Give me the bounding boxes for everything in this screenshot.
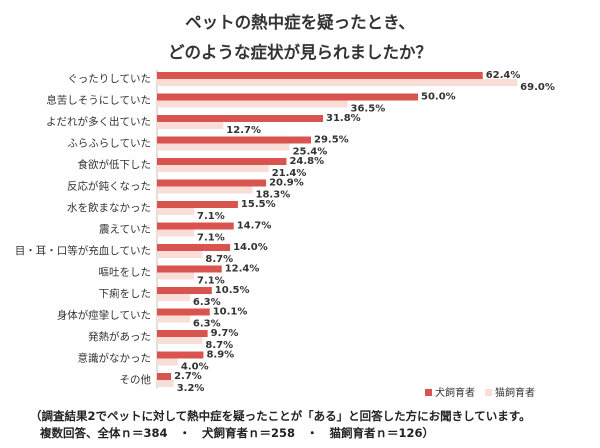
dog-bar — [157, 244, 231, 251]
dog-value-label: 15.5% — [241, 199, 276, 210]
cat-value-label: 7.1% — [197, 233, 225, 244]
category-label: 震えていた — [99, 224, 151, 236]
cat-value-label: 12.7% — [226, 125, 261, 136]
category-label: ふらふらしていた — [67, 138, 151, 150]
dog-bar — [157, 330, 208, 337]
dog-bar — [157, 373, 172, 380]
cat-value-label: 4.0% — [181, 362, 209, 373]
dog-value-label: 14.0% — [233, 242, 268, 253]
cat-bar — [157, 315, 190, 323]
chart-title-line-2: どのような症状が見られましたか？ — [168, 43, 432, 62]
cat-bar — [157, 122, 224, 129]
dog-value-label: 62.4% — [486, 70, 521, 81]
category-label: 発熱があった — [88, 330, 151, 343]
category-label: 身体が痙攣していた — [57, 309, 151, 322]
cat-value-label: 21.4% — [272, 168, 307, 179]
cat-bar — [157, 358, 178, 366]
cat-value-label: 6.3% — [193, 297, 221, 308]
cat-bar — [157, 186, 253, 194]
dog-value-label: 12.4% — [225, 264, 260, 275]
legend-dog-swatch — [425, 389, 432, 396]
category-label: 嘔吐をした — [99, 267, 152, 279]
cat-value-label: 6.3% — [193, 319, 221, 330]
dog-bar — [157, 287, 212, 294]
cat-value-label: 69.0% — [520, 82, 555, 93]
cat-bar — [157, 294, 190, 301]
category-label: よだれが多く出ていた — [46, 115, 151, 128]
dog-bar — [157, 222, 234, 230]
dog-bar — [157, 72, 483, 79]
footnote-line-1: （調査結果2でペットに対して熱中症を疑ったことが「ある」と回答した方にお聞きして… — [30, 409, 531, 423]
cat-bar — [157, 100, 348, 108]
dog-bar — [157, 179, 267, 187]
cat-value-label: 36.5% — [351, 104, 386, 115]
cat-value-label: 8.7% — [205, 254, 233, 265]
legend-dog-label: 犬飼育者 — [435, 386, 475, 399]
cat-bar — [157, 380, 174, 387]
dog-bar — [157, 115, 323, 122]
category-label: 水を飲まなかった — [67, 201, 151, 214]
dog-bar — [157, 351, 204, 359]
dog-bar — [157, 158, 287, 165]
cat-value-label: 3.2% — [177, 383, 205, 394]
cat-bar — [157, 229, 195, 237]
chart-title-line-1: ペットの熱中症を疑ったとき、 — [185, 13, 415, 32]
dog-bar — [157, 265, 222, 273]
footnote: （調査結果2でペットに対して熱中症を疑ったことが「ある」と回答した方にお聞きして… — [30, 408, 531, 442]
cat-value-label: 8.7% — [205, 340, 233, 351]
cat-bar — [157, 165, 269, 172]
dog-bar — [157, 93, 418, 101]
cat-value-label: 7.1% — [197, 211, 225, 222]
category-label: その他 — [120, 373, 152, 386]
dog-value-label: 29.5% — [314, 135, 349, 146]
cat-value-label: 18.3% — [256, 190, 291, 201]
category-label: 下痢をした — [99, 287, 152, 300]
cat-bar — [157, 143, 290, 151]
dog-value-label: 14.7% — [237, 221, 272, 232]
dog-value-label: 9.7% — [211, 328, 239, 339]
cat-bar — [157, 208, 195, 215]
cat-value-label: 7.1% — [197, 276, 225, 287]
category-label: ぐったりしていた — [67, 73, 151, 85]
dog-value-label: 2.7% — [174, 371, 202, 382]
category-label: 意識がなかった — [78, 352, 152, 365]
cat-bar — [157, 79, 518, 86]
category-label: 反応が鈍くなった — [67, 180, 151, 193]
dog-bar — [157, 308, 210, 316]
dog-value-label: 50.0% — [421, 92, 456, 103]
dog-value-label: 10.1% — [213, 307, 248, 318]
dog-bar — [157, 201, 238, 208]
legend-cat-swatch — [485, 389, 492, 396]
cat-bar — [157, 272, 195, 280]
dog-value-label: 10.5% — [215, 285, 250, 296]
cat-bar — [157, 337, 203, 344]
dog-value-label: 20.9% — [269, 178, 304, 189]
cat-bar — [157, 251, 203, 258]
chart-title: ペットの熱中症を疑ったとき、 どのような症状が見られましたか？ — [0, 8, 600, 68]
dog-bar — [157, 136, 311, 144]
footnote-line-2: 複数回答、全体ｎ＝384 ・ 犬飼育者ｎ＝258 ・ 猫飼育者ｎ＝126） — [40, 426, 435, 440]
category-label: 息苦しそうにしていた — [46, 94, 151, 107]
category-label: 目・耳・口等が充血していた — [15, 244, 151, 257]
legend-cat-label: 猫飼育者 — [495, 386, 535, 399]
cat-value-label: 25.4% — [293, 147, 328, 158]
dog-value-label: 24.8% — [289, 156, 324, 167]
dog-value-label: 8.9% — [206, 350, 234, 361]
dog-value-label: 31.8% — [326, 113, 361, 124]
category-label: 食欲が低下した — [78, 158, 152, 171]
